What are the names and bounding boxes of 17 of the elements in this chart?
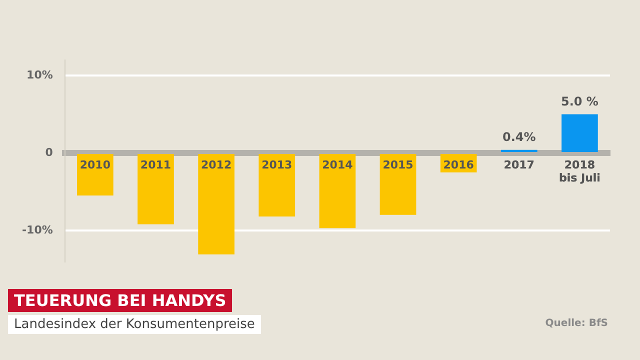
x-tick-label: 2011 xyxy=(140,158,172,172)
x-tick-label: 2014 xyxy=(322,158,354,172)
y-tick-label: -10% xyxy=(22,223,53,236)
y-tick-label: 0 xyxy=(45,146,54,159)
x-tick-label: 2012 xyxy=(201,158,232,172)
x-tick-label: 2015 xyxy=(382,158,414,172)
data-label: 5.0 % xyxy=(560,94,598,108)
x-tick-label: 2010 xyxy=(80,158,111,172)
x-tick-label: 2018 bis Juli xyxy=(558,158,600,185)
source-note: Quelle: BfS xyxy=(545,318,608,329)
x-tick-label: 2017 xyxy=(504,158,534,172)
x-tick-label: 2016 xyxy=(443,158,474,172)
x-tick-label: 2013 xyxy=(262,158,292,172)
y-tick-label: 10% xyxy=(26,68,53,82)
text: TEUERUNG BEI HANDYS xyxy=(8,289,232,312)
data-label: 0.4% xyxy=(502,130,536,144)
text: Landesindex der Konsumentenpreise xyxy=(8,315,261,334)
